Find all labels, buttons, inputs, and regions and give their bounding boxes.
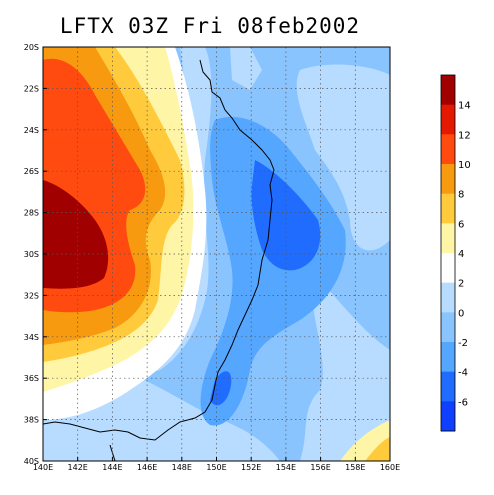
longitude-labels: 140E 142E 144E 146E 148E 150E 152E 154E 156E 158E…: [33, 463, 400, 472]
lon-tick-label: 148E: [172, 463, 192, 472]
colorbar-swatch: [441, 401, 455, 432]
lat-tick-label: 32S: [24, 291, 39, 300]
latitude-labels: 20S 22S 24S 26S 28S 30S 32S 34S 36S 38S 40S: [24, 43, 39, 466]
colorbar-label: 8: [458, 190, 464, 201]
lon-tick-label: 154E: [276, 463, 296, 472]
lat-tick-label: 30S: [24, 250, 39, 259]
lon-tick-label: 144E: [102, 463, 122, 472]
colorbar-swatch: [441, 223, 455, 254]
colorbar-label: -6: [458, 397, 468, 408]
contour-band-minus4-minus6-south: [210, 371, 232, 406]
lon-tick-label: 156E: [310, 463, 330, 472]
colorbar-frame: [440, 74, 456, 432]
colorbar-label: 12: [458, 130, 471, 141]
colorbar-swatch: [441, 75, 455, 106]
lat-tick-label: 26S: [24, 167, 39, 176]
lat-tick-label: 28S: [24, 209, 39, 218]
plot-frame: [42, 46, 391, 462]
colorbar: 14 12 10 8 6 4 2 0 -2 -4 -6: [440, 74, 471, 432]
colorbar-label: 6: [458, 219, 464, 230]
colorbar-label: 10: [458, 160, 471, 171]
lat-tick-label: 36S: [24, 374, 39, 383]
lat-tick-label: 20S: [24, 43, 39, 52]
colorbar-swatch: [441, 371, 455, 402]
colorbar-swatch: [441, 312, 455, 343]
lon-tick-label: 142E: [68, 463, 88, 472]
lon-tick-label: 160E: [380, 463, 400, 472]
colorbar-label: 14: [458, 101, 471, 112]
contour-band-minus2-minus4: [200, 116, 346, 426]
contour-band-6-8-southeast: [365, 437, 390, 461]
colorbar-label: 4: [458, 249, 464, 260]
colorbar-swatch: [441, 253, 455, 284]
contour-band-0-2-north: [230, 47, 262, 90]
colorbar-swatch: [441, 193, 455, 224]
colorbar-label: 0: [458, 308, 464, 319]
lon-tick-label: 146E: [137, 463, 157, 472]
lon-tick-label: 152E: [241, 463, 261, 472]
lat-lon-grid: [42, 46, 391, 462]
colorbar-label: -4: [458, 368, 468, 379]
colorbar-swatch: [441, 282, 455, 313]
lon-tick-label: 158E: [345, 463, 365, 472]
lat-tick-label: 40S: [24, 457, 39, 466]
lat-tick-label: 22S: [24, 84, 39, 93]
contour-band-minus4-minus6-core: [251, 160, 321, 271]
colorbar-label: -2: [458, 338, 468, 349]
contour-band-0-2-southeast: [300, 270, 390, 461]
lat-tick-label: 24S: [24, 126, 39, 135]
lat-tick-label: 34S: [24, 333, 39, 342]
coastline: [43, 59, 275, 441]
colorbar-swatch: [441, 164, 455, 195]
colorbar-swatch: [441, 342, 455, 373]
colorbar-swatch: [441, 134, 455, 165]
contour-band-0-2-east: [296, 64, 390, 251]
colorbar-swatch: [441, 104, 455, 135]
contour-band-over-12: [43, 180, 109, 289]
colorbar-label: 2: [458, 279, 464, 290]
map-title: LFTX 03Z Fri 08feb2002: [59, 14, 361, 38]
lon-tick-label: 140E: [33, 463, 53, 472]
lon-tick-label: 150E: [206, 463, 226, 472]
lat-tick-label: 38S: [24, 416, 39, 425]
